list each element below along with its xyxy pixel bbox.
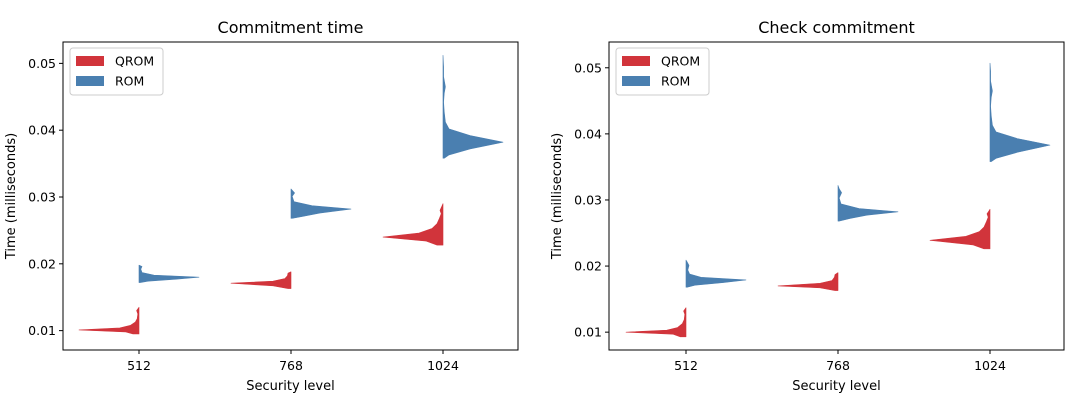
series-qrom	[78, 203, 444, 335]
violin-rom-768	[837, 185, 899, 222]
series-rom	[138, 55, 504, 283]
x-tick-label: 512	[674, 358, 698, 373]
violin-qrom-512	[78, 306, 140, 335]
y-tick-label: 0.01	[574, 325, 602, 340]
y-axis-label: Time (milliseconds)	[4, 133, 19, 260]
y-tick-label: 0.05	[28, 56, 56, 71]
violin-rom-1024	[989, 62, 1051, 162]
violin-qrom-1024	[382, 203, 444, 246]
y-tick-label: 0.04	[574, 126, 602, 141]
legend-label-qrom: QROM	[115, 54, 154, 69]
violin-rom-768	[290, 188, 352, 219]
y-tick-label: 0.02	[574, 259, 602, 274]
chart-panel-2: Check commitment 0.01 0.02 0.03 0.04 0.05 512 7…	[550, 18, 1065, 394]
violin-rom-512	[685, 259, 747, 288]
x-axis-label: Security level	[246, 379, 334, 394]
x-tick-label: 512	[127, 358, 151, 373]
y-tick-label: 0.01	[28, 323, 56, 338]
legend-label-rom: ROM	[115, 74, 144, 89]
legend-swatch-rom	[622, 76, 650, 86]
x-axis-label: Security level	[792, 379, 880, 394]
y-tick-label: 0.05	[574, 60, 602, 75]
legend: QROM ROM	[615, 47, 710, 96]
x-tick-label: 768	[279, 358, 303, 373]
plot-frame	[608, 41, 1065, 351]
y-tick-label: 0.03	[28, 190, 56, 205]
legend-swatch-qrom	[622, 56, 650, 66]
violin-rom-512	[138, 264, 200, 283]
x-tick-label: 1024	[974, 358, 1006, 373]
chart-title: Commitment time	[218, 18, 364, 37]
violin-rom-1024	[442, 55, 504, 159]
y-tick-label: 0.02	[28, 256, 56, 271]
series-qrom	[625, 208, 991, 338]
violin-qrom-512	[625, 307, 687, 338]
chart-panel-1: Commitment time 0.01 0.02 0.03 0.04 0.05 512 76…	[4, 18, 519, 394]
legend-label-qrom: QROM	[661, 54, 700, 69]
x-tick-label: 768	[826, 358, 850, 373]
legend: QROM ROM	[69, 47, 164, 96]
series-rom	[685, 62, 1051, 288]
violin-qrom-1024	[929, 208, 991, 250]
legend-swatch-qrom	[76, 56, 104, 66]
y-axis-label: Time (milliseconds)	[550, 133, 565, 260]
violin-qrom-768	[230, 271, 292, 289]
violin-qrom-768	[777, 272, 839, 291]
y-tick-label: 0.04	[28, 123, 56, 138]
legend-swatch-rom	[76, 76, 104, 86]
x-tick-label: 1024	[427, 358, 459, 373]
y-tick-label: 0.03	[574, 192, 602, 207]
chart-title: Check commitment	[758, 18, 915, 37]
legend-label-rom: ROM	[661, 74, 690, 89]
